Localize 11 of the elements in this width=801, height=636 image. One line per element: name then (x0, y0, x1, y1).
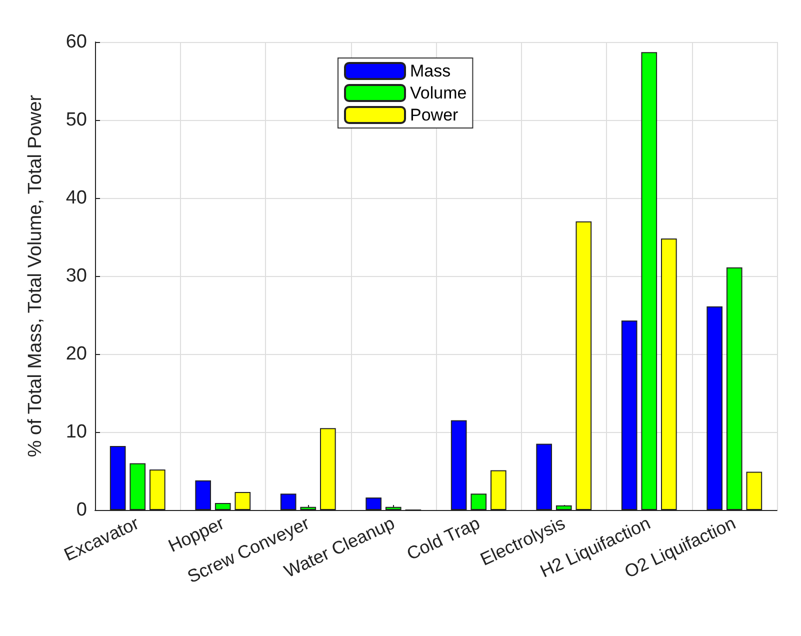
y-tick-label: 0 (76, 500, 87, 520)
y-tick-label: 50 (66, 110, 87, 130)
y-tick-label: 40 (66, 188, 87, 208)
legend-label: Volume (410, 84, 467, 102)
legend-label: Mass (410, 62, 451, 80)
y-axis-title: % of Total Mass, Total Volume, Total Power (25, 94, 46, 458)
legend-label: Power (410, 106, 459, 124)
y-tick-label: 60 (66, 32, 87, 52)
y-tick-label: 10 (66, 422, 87, 442)
y-tick-label: 20 (66, 344, 87, 364)
y-tick-label: 30 (66, 266, 87, 286)
